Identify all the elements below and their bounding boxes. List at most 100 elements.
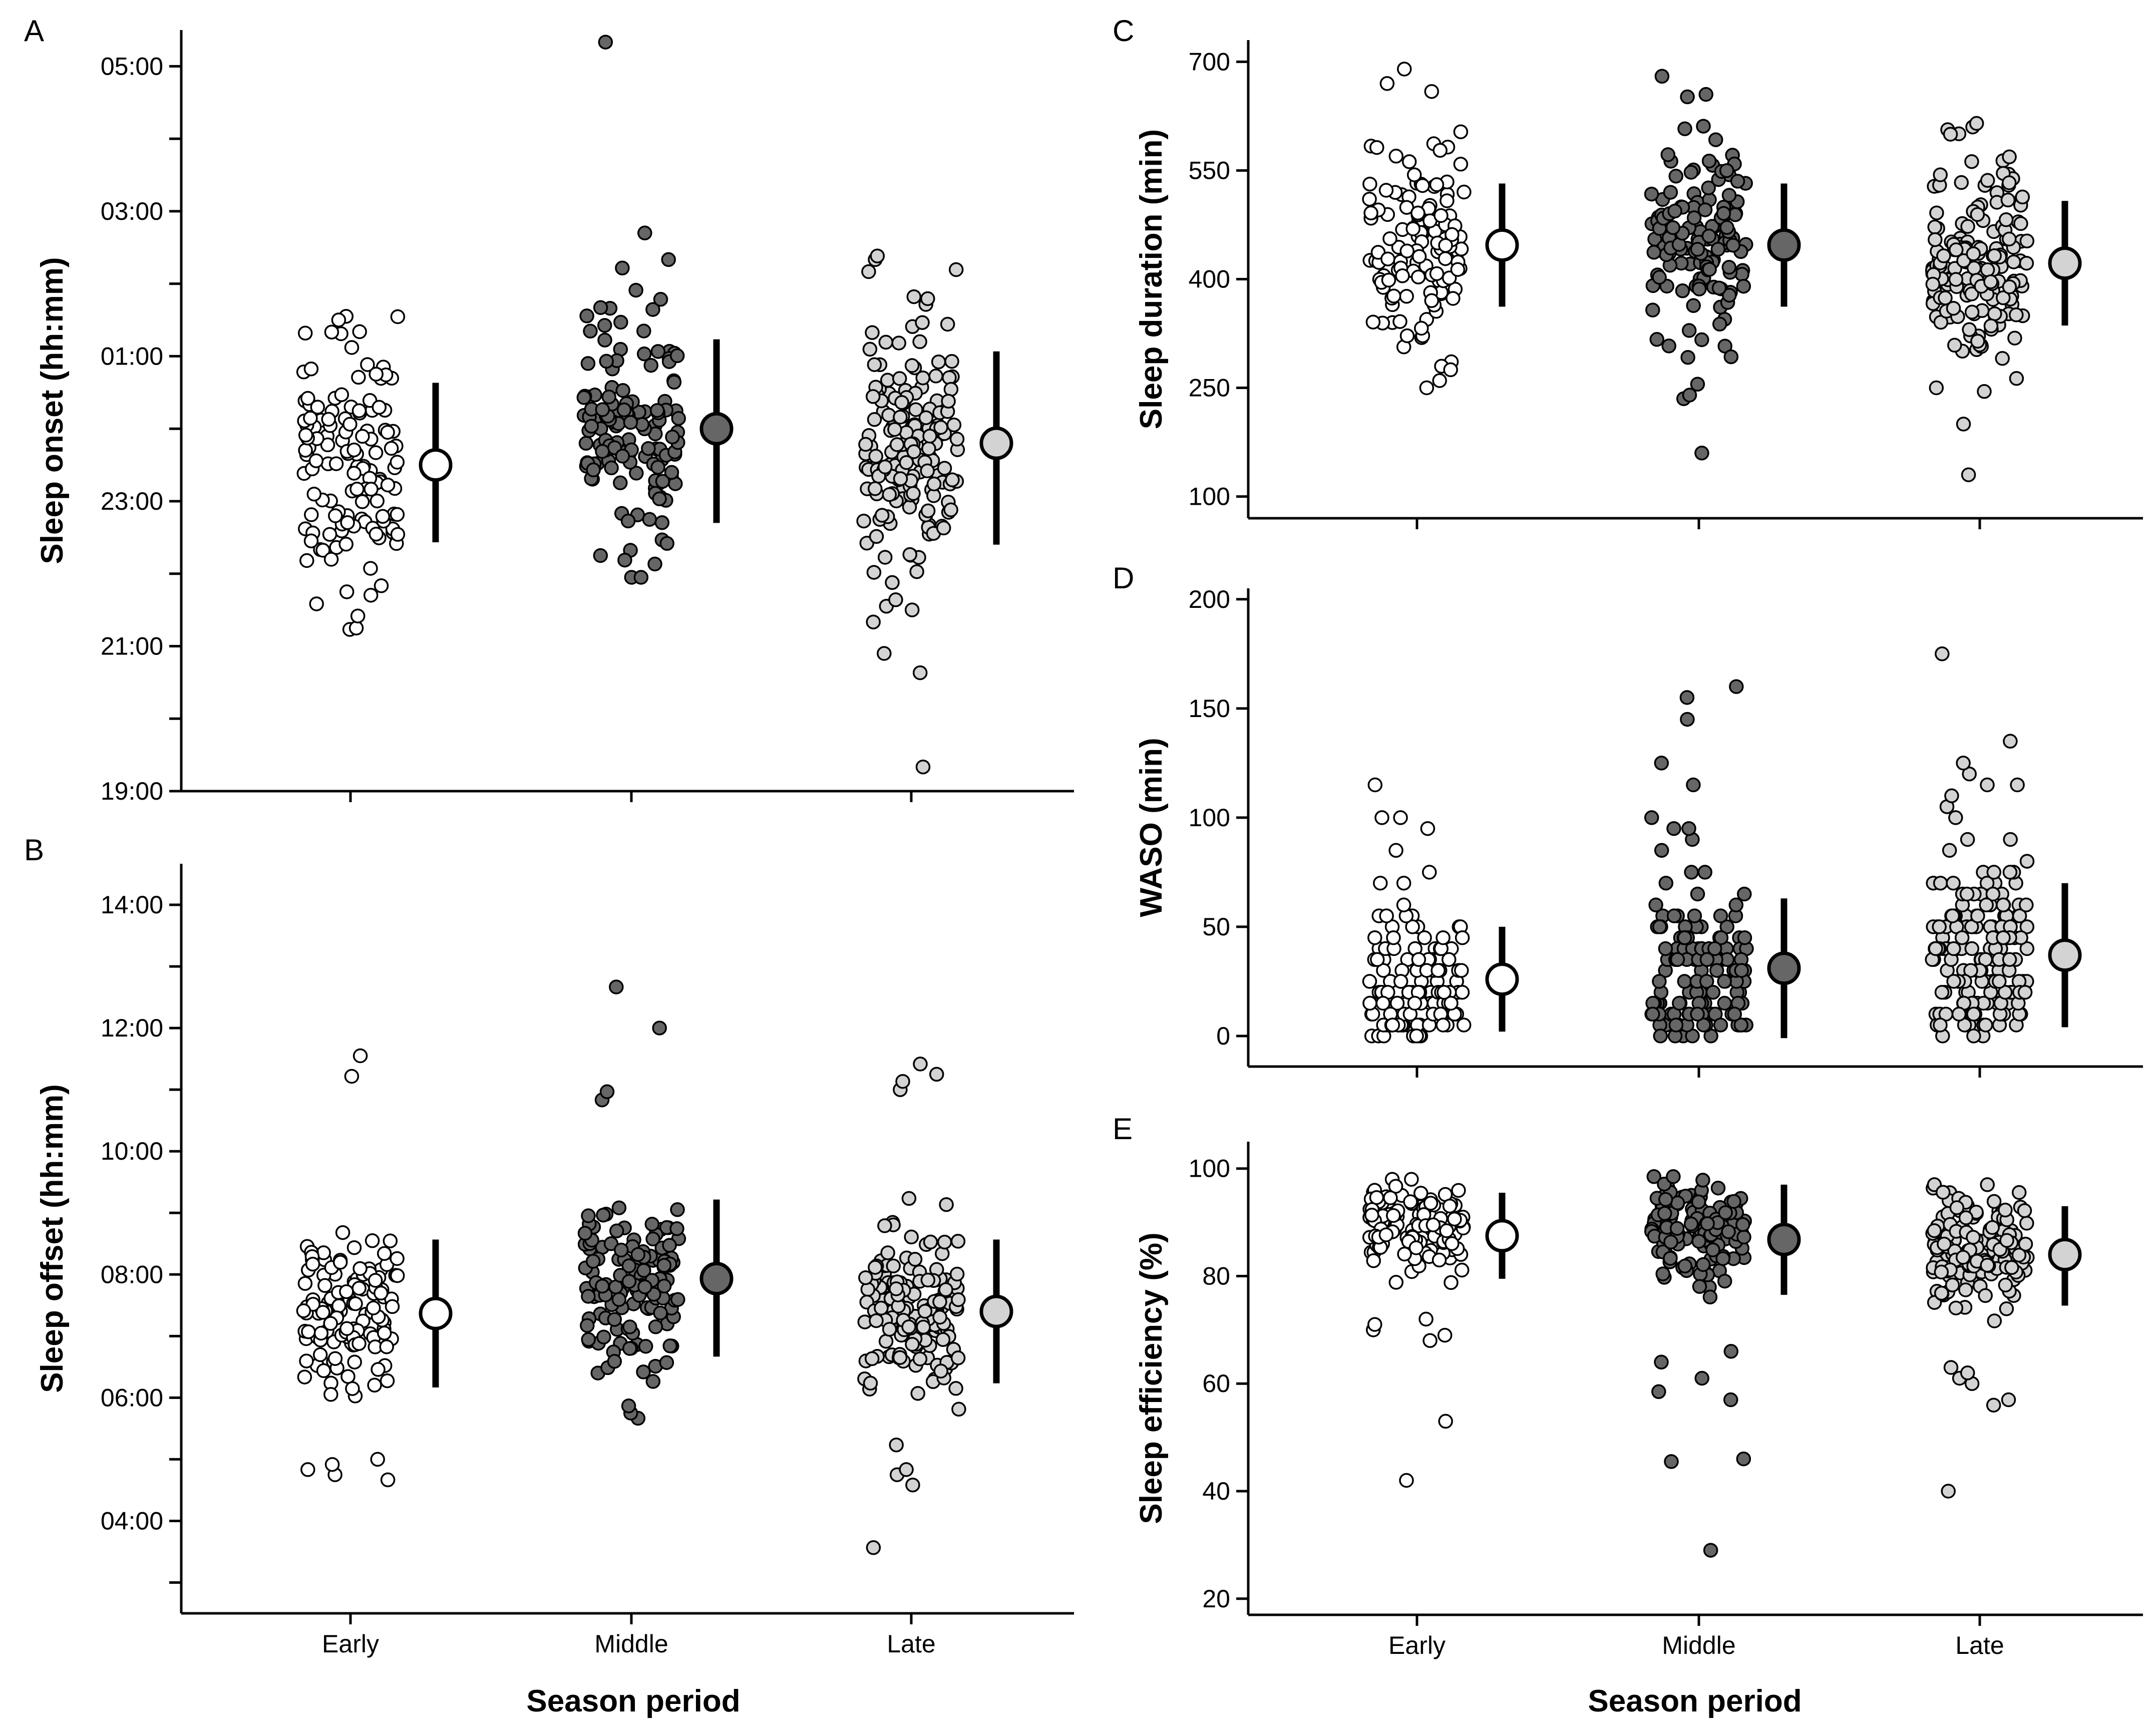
- data-point-middle: [1672, 995, 1687, 1011]
- data-point-early: [1435, 930, 1451, 945]
- data-point-late: [918, 410, 934, 425]
- data-point-late: [950, 1234, 966, 1249]
- data-point-middle: [1652, 919, 1667, 934]
- data-point-middle: [1713, 930, 1729, 945]
- data-point-early: [1414, 320, 1429, 336]
- data-point-middle: [1644, 186, 1659, 202]
- data-point-late: [1942, 843, 1957, 858]
- data-point-late: [1956, 417, 1971, 432]
- data-point-late: [1949, 242, 1964, 257]
- data-point-middle: [586, 462, 601, 478]
- data-point-late: [1960, 1365, 1975, 1380]
- data-point-middle: [580, 356, 596, 371]
- data-point-middle: [1654, 843, 1669, 858]
- data-point-late: [915, 315, 930, 330]
- data-point-middle: [666, 375, 682, 390]
- data-point-early: [299, 553, 314, 568]
- data-point-early: [1456, 1017, 1472, 1032]
- data-point-early: [323, 552, 339, 567]
- data-point-late: [1980, 1258, 1995, 1273]
- data-point-late: [1955, 1250, 1971, 1265]
- data-point-early: [1393, 974, 1408, 989]
- data-point-late: [926, 476, 942, 492]
- data-point-early: [1411, 952, 1426, 967]
- data-point-late: [1933, 875, 1948, 891]
- data-point-early: [385, 1299, 400, 1314]
- data-point-middle: [636, 1364, 651, 1379]
- data-point-late: [1928, 232, 1943, 247]
- data-point-middle: [636, 323, 651, 338]
- data-point-late: [901, 1319, 916, 1334]
- data-point-middle: [581, 1332, 596, 1347]
- data-point-middle: [1737, 930, 1752, 945]
- data-point-middle: [1683, 165, 1699, 180]
- mean-marker-late: [2048, 938, 2082, 972]
- data-point-late: [885, 575, 900, 590]
- data-point-middle: [669, 348, 685, 364]
- data-point-early: [1422, 1333, 1438, 1348]
- data-point-middle: [1666, 1169, 1681, 1184]
- data-point-late: [877, 550, 893, 565]
- data-point-early: [1443, 362, 1458, 378]
- data-point-late: [943, 382, 959, 397]
- data-point-early: [340, 1369, 355, 1384]
- data-point-late: [920, 1272, 936, 1288]
- panel-letter-b: B: [24, 833, 44, 867]
- data-point-middle: [1687, 908, 1702, 923]
- mean-marker-early: [419, 1296, 453, 1330]
- data-point-late: [1992, 974, 2007, 989]
- data-point-middle: [645, 1374, 661, 1389]
- y-tick-label: 60: [1202, 1369, 1230, 1398]
- data-point-middle: [613, 314, 628, 330]
- data-point-late: [920, 503, 936, 518]
- panel-letter-d: D: [1113, 561, 1134, 595]
- panel-e: E Sleep efficiency (%) 20 40 60 80 100 Early Mid…: [1113, 1112, 2143, 1659]
- data-point-early: [1410, 205, 1425, 221]
- data-point-middle: [1729, 679, 1744, 694]
- data-point-late: [1980, 262, 1995, 277]
- data-point-middle: [1702, 1289, 1718, 1305]
- data-point-middle: [1694, 332, 1709, 348]
- data-point-middle: [609, 979, 624, 994]
- data-point-early: [390, 455, 405, 470]
- data-point-middle: [1680, 712, 1695, 727]
- data-point-middle: [1644, 810, 1659, 825]
- data-point-late: [867, 481, 883, 496]
- data-point-late: [868, 449, 883, 464]
- data-point-late: [1980, 173, 1995, 188]
- data-point-early: [1411, 249, 1427, 264]
- data-point-late: [1934, 984, 1950, 1000]
- data-point-early: [346, 466, 362, 481]
- data-point-middle: [1661, 338, 1676, 354]
- panel-d: D WASO (min) 0 50 100 150 200: [1113, 561, 2143, 1078]
- data-point-middle: [1680, 89, 1695, 105]
- panel-letter-c: C: [1113, 14, 1134, 48]
- data-point-early: [380, 425, 395, 440]
- data-point-middle: [1722, 287, 1737, 303]
- data-point-early: [1367, 930, 1382, 945]
- data-point-early: [328, 508, 343, 523]
- y-tick-label: 12:00: [101, 1014, 163, 1042]
- data-point-middle: [607, 1312, 622, 1327]
- data-point-late: [951, 1292, 966, 1307]
- data-point-middle: [1702, 262, 1717, 277]
- data-point-middle: [662, 1338, 677, 1353]
- data-point-late: [2003, 832, 2018, 847]
- data-point-late: [1929, 205, 1944, 220]
- data-point-late: [1969, 116, 1984, 131]
- data-point-early: [323, 1387, 338, 1402]
- data-point-early: [1418, 1311, 1433, 1327]
- data-point-early: [352, 324, 367, 339]
- data-point-late: [916, 1319, 931, 1335]
- data-point-late: [2018, 1236, 2033, 1252]
- data-point-early: [364, 482, 379, 497]
- data-point-early: [370, 493, 385, 509]
- data-point-late: [1977, 384, 1992, 399]
- data-point-middle: [615, 449, 630, 464]
- data-point-late: [929, 1067, 944, 1082]
- data-point-late: [1985, 886, 2001, 902]
- data-point-late: [880, 1245, 895, 1260]
- data-point-late: [2003, 734, 2018, 749]
- data-point-late: [951, 1402, 966, 1417]
- data-point-early: [390, 507, 405, 522]
